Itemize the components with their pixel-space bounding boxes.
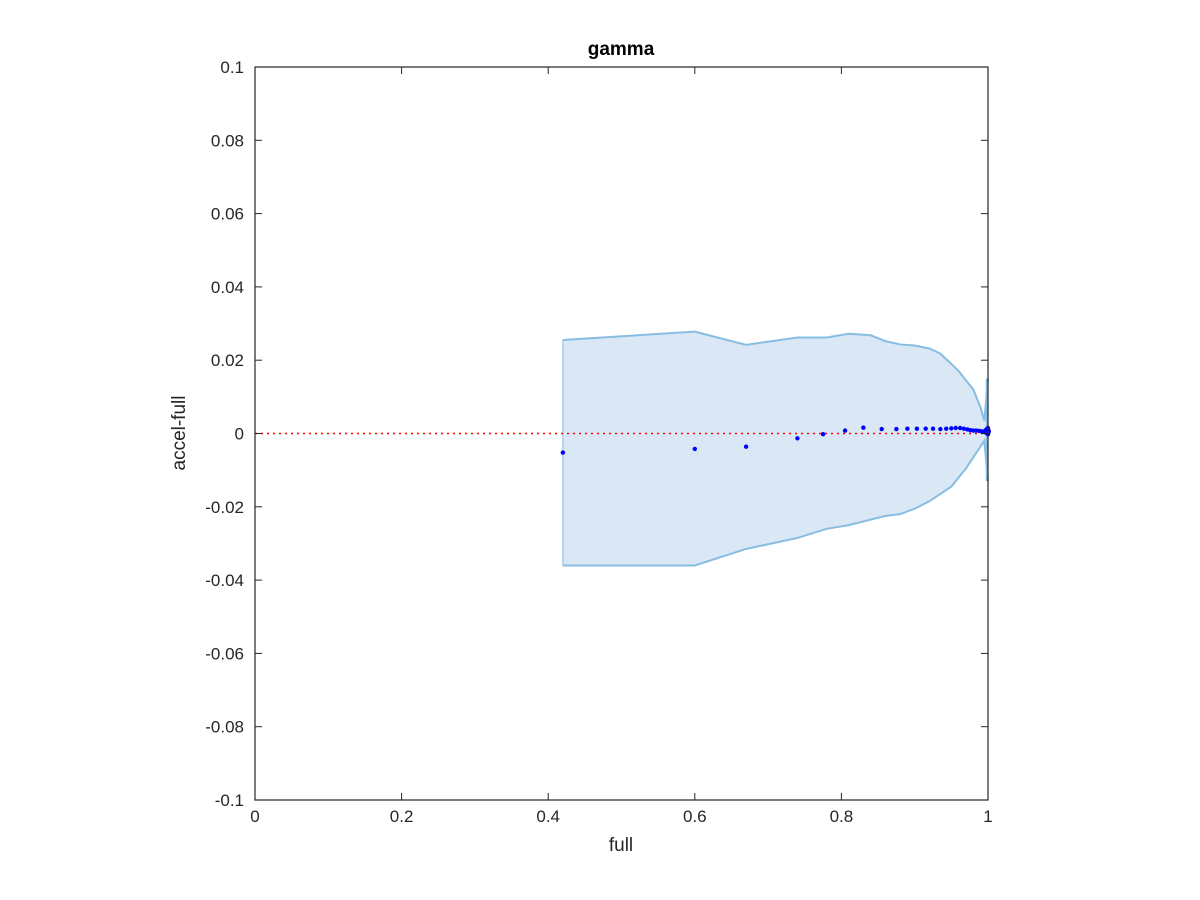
data-point: [923, 426, 928, 431]
x-tick-label: 0: [250, 807, 259, 826]
data-point: [894, 426, 899, 432]
data-point: [795, 436, 800, 441]
data-point: [961, 426, 967, 431]
y-tick-label: 0.08: [211, 131, 244, 150]
y-tick-label: -0.02: [205, 498, 244, 517]
data-point: [957, 425, 963, 431]
y-tick-label: 0.02: [211, 351, 244, 370]
y-axis-label: accel-full: [169, 396, 190, 471]
data-point: [953, 425, 958, 431]
y-tick-label: -0.1: [215, 791, 244, 810]
data-point: [842, 428, 848, 433]
y-tick-label: 0: [235, 425, 244, 444]
confidence-band-lower-edge: [562, 437, 989, 567]
chart-title: gamma: [588, 39, 655, 60]
y-tick-label: 0.1: [220, 58, 244, 77]
x-tick-label: 0.8: [830, 807, 854, 826]
x-tick-label: 0.4: [536, 807, 560, 826]
ticks-layer: 0 0.2 0.4 0.6 0.8 1 -0.1 -0.08 -0.06 -0.04 -0.02 0 0…: [205, 58, 992, 826]
data-point: [560, 450, 566, 455]
y-tick-label: -0.06: [205, 644, 244, 663]
data-point: [743, 444, 749, 449]
data-point: [692, 446, 697, 452]
x-tick-label: 0.2: [390, 807, 414, 826]
confidence-band-fill: [562, 331, 988, 566]
data-point-cluster: [983, 427, 991, 436]
data-point: [938, 426, 943, 432]
data-point: [944, 426, 949, 431]
confidence-band-upper-edge: [562, 330, 989, 421]
data-point: [914, 426, 920, 431]
y-tick-label: -0.04: [205, 571, 244, 590]
y-tick-label: 0.06: [211, 205, 244, 224]
data-point: [930, 426, 936, 431]
x-tick-label: 0.6: [683, 807, 707, 826]
y-tick-label: 0.04: [211, 278, 244, 297]
data-point: [905, 426, 910, 431]
x-axis-label: full: [609, 835, 633, 856]
data-point: [949, 426, 954, 431]
y-tick-label: -0.08: [205, 718, 244, 737]
data-point: [861, 425, 866, 430]
data-point: [820, 432, 826, 437]
x-tick-label: 1: [983, 807, 992, 826]
data-point: [879, 426, 884, 432]
